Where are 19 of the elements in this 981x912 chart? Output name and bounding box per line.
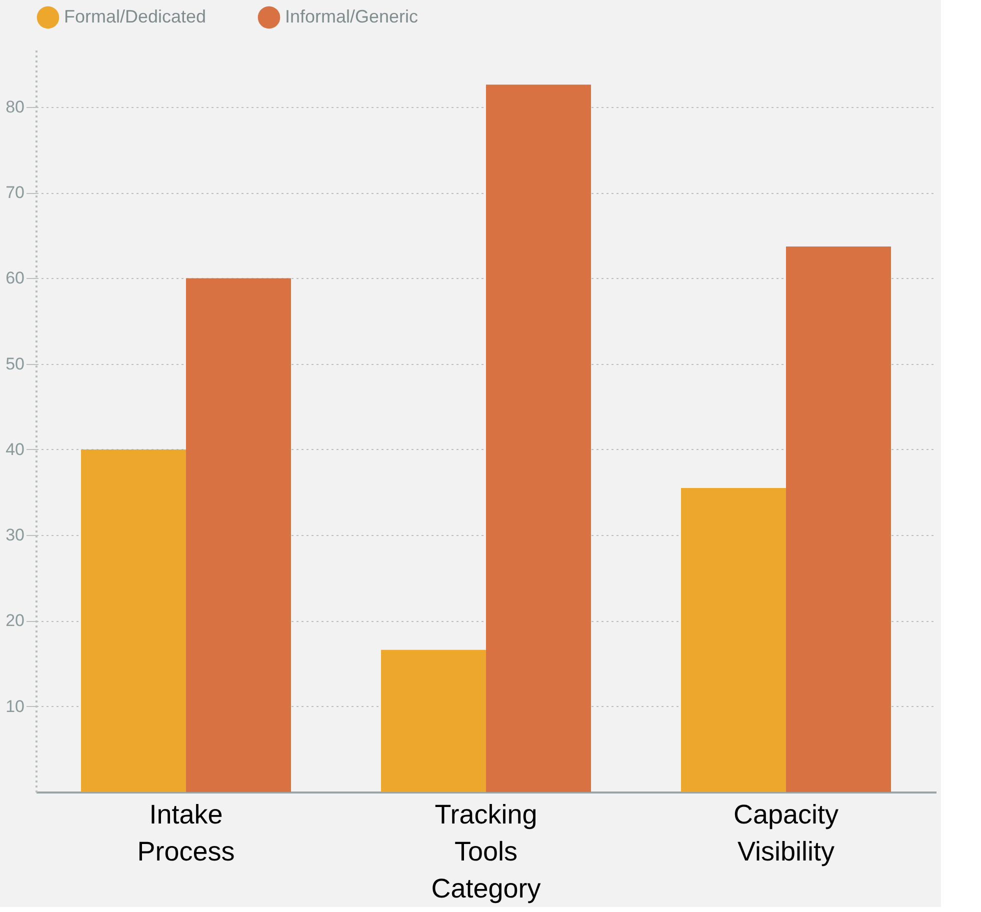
y-tick-label: 80: [6, 97, 24, 116]
bar: [681, 488, 786, 792]
bar: [81, 449, 186, 792]
bar: [486, 84, 591, 792]
y-tick-label: 60: [6, 268, 24, 288]
y-tick-label: 30: [6, 526, 24, 545]
x-tick-label: Tracking Tools Category: [431, 800, 542, 904]
y-tick-label: 40: [6, 440, 24, 459]
bar: [786, 246, 891, 792]
y-tick-label: 70: [6, 183, 24, 202]
bar: [381, 650, 486, 792]
bar: [186, 278, 291, 792]
y-tick-label: 20: [6, 611, 24, 630]
x-tick-label: Intake Process: [137, 800, 235, 866]
y-tick-label: 10: [6, 696, 24, 716]
x-tick-label: Capacity Visibility: [733, 800, 840, 866]
y-tick-label: 50: [6, 354, 24, 374]
legend-label: Informal/Generic: [285, 6, 418, 26]
legend-label: Formal/Dedicated: [64, 6, 206, 26]
